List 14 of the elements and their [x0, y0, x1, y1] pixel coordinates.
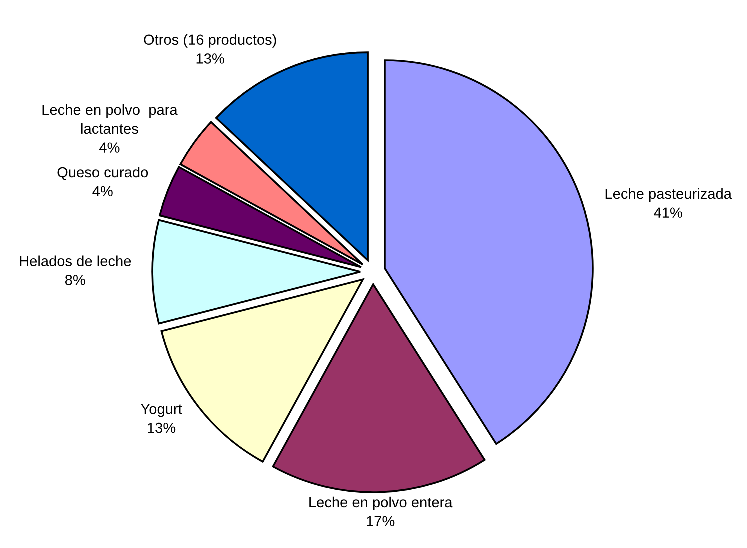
slice-label: Queso curado: [58, 166, 148, 180]
slice-label: Helados de leche: [20, 256, 132, 266]
data-label: 17%: [367, 516, 395, 526]
data-label: 8%: [65, 275, 86, 286]
slice-label: Leche en polvo para lactantes: [42, 104, 178, 134]
data-label: 4%: [92, 186, 113, 196]
slice-label: Yogurt: [141, 404, 182, 418]
data-label: 41%: [654, 208, 682, 218]
data-label: 13%: [196, 54, 224, 64]
slice-label: Otros (16 productos): [144, 34, 276, 48]
data-label: 13%: [148, 422, 176, 434]
data-label: 4%: [99, 142, 120, 153]
slice-label: Leche pasteurizada: [606, 188, 732, 202]
slice-label: Leche en polvo entera: [310, 496, 453, 511]
